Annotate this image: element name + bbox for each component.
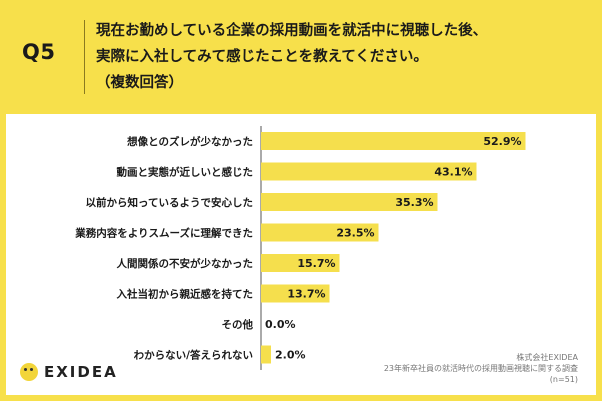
bar (261, 132, 526, 150)
source-survey: 23年新卒社員の就活時代の採用動画視聴に関する調査 (383, 364, 578, 373)
value-label: 43.1% (434, 166, 472, 179)
category-label: わからない/答えられない (134, 349, 253, 362)
source-sample: (n=51) (549, 375, 578, 384)
question-header: Q5 現在お勤めしている企業の採用動画を就活中に視聴した後、 実際に入社してみて… (0, 0, 602, 112)
bar (261, 345, 271, 364)
question-line-1: 現在お勤めしている企業の採用動画を就活中に視聴した後、 (96, 23, 488, 39)
bar (261, 162, 477, 181)
category-label: 動画と実態が近しいと感じた (117, 166, 254, 179)
question-number: Q5 (22, 40, 56, 64)
category-label: 人間関係の不安が少なかった (117, 257, 254, 270)
category-label: 入社当初から親近感を持てた (117, 288, 254, 301)
value-label: 2.0% (275, 349, 306, 362)
source-note: 株式会社EXIDEA 23年新卒社員の就活時代の採用動画視聴に関する調査 (n=… (318, 352, 578, 385)
value-label: 35.3% (395, 196, 433, 209)
question-text: 現在お勤めしている企業の採用動画を就活中に視聴した後、 実際に入社してみて感じた… (96, 18, 586, 96)
category-label: 想像とのズレが少なかった (126, 135, 253, 148)
exidea-logo: EXIDEA (20, 360, 118, 384)
logo-mark-icon (20, 363, 38, 381)
bar (261, 254, 340, 272)
value-label: 52.9% (483, 135, 521, 148)
bar (261, 223, 379, 242)
bar (261, 284, 330, 303)
source-company: 株式会社EXIDEA (516, 353, 578, 362)
category-label: 業務内容をよりスムーズに理解できた (74, 227, 253, 240)
logo-text: EXIDEA (44, 363, 118, 381)
category-label: 以前から知っているようで安心した (86, 196, 253, 209)
bar (261, 193, 438, 211)
value-label: 13.7% (287, 288, 325, 301)
chart-panel: 想像とのズレが少なかった 52.9% 動画と実態が近しいと感じた 43.1% 以前から知… (6, 114, 596, 395)
question-line-3: （複数回答） (96, 75, 183, 91)
bar-chart: 想像とのズレが少なかった 52.9% 動画と実態が近しいと感じた 43.1% 以前から知… (74, 126, 526, 370)
question-line-2: 実際に入社してみて感じたことを教えてください。 (96, 49, 428, 65)
value-label: 0.0% (265, 318, 296, 331)
category-label: その他 (222, 318, 254, 331)
value-label: 15.7% (297, 257, 335, 270)
value-label: 23.5% (336, 227, 374, 240)
header-divider (84, 20, 85, 94)
